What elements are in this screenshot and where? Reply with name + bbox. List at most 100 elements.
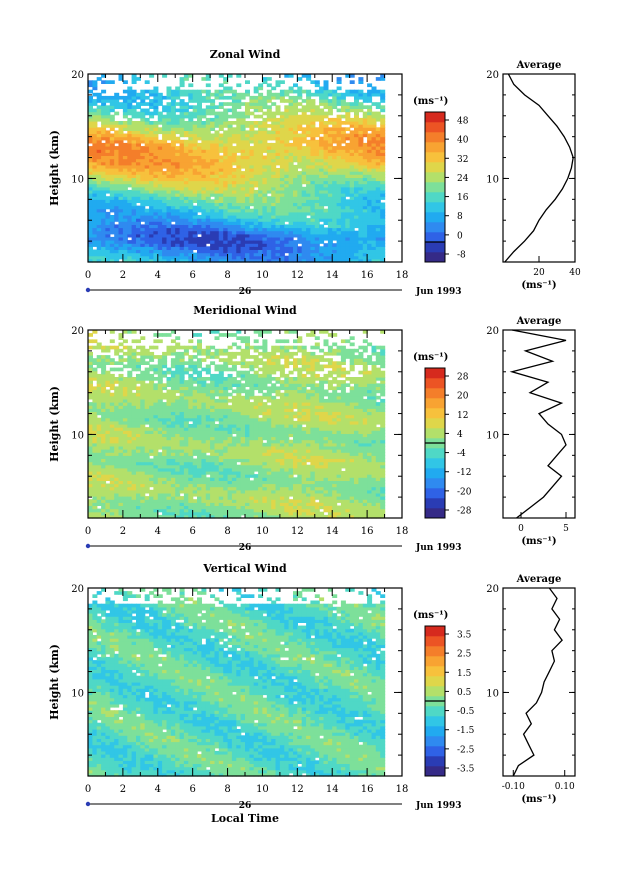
heatmap-cell: [179, 124, 185, 128]
heatmap-cell: [153, 492, 159, 497]
heatmap-cell: [249, 199, 255, 203]
heatmap-cell: [153, 355, 159, 359]
heatmap-cell: [227, 174, 233, 178]
heatmap-cell: [183, 348, 189, 353]
heatmap-cell: [157, 208, 163, 213]
heatmap-cell: [192, 152, 198, 156]
heatmap-cell: [380, 158, 386, 163]
heatmap-cell: [188, 402, 194, 406]
heatmap-cell: [284, 183, 290, 188]
heatmap-cell: [136, 174, 141, 178]
heatmap-cell: [88, 211, 93, 216]
heatmap-cell: [179, 514, 185, 519]
heatmap-cell: [122, 95, 128, 100]
heatmap-cell: [153, 474, 159, 478]
heatmap-cell: [183, 505, 189, 510]
heatmap-cell: [227, 168, 233, 172]
heatmap-cell: [314, 243, 320, 247]
heatmap-cell: [240, 215, 246, 219]
heatmap-cell: [358, 146, 364, 150]
heatmap-cell: [301, 136, 307, 141]
heatmap-cell: [371, 243, 377, 247]
colorbar-label: 24: [457, 174, 469, 184]
heatmap-cell: [88, 255, 93, 260]
heatmap-cell: [288, 246, 294, 250]
heatmap-cell: [183, 433, 189, 438]
heatmap-cell: [175, 243, 181, 247]
heatmap-cell: [114, 408, 120, 412]
heatmap-cell: [109, 117, 115, 122]
heatmap-cell: [188, 508, 194, 513]
heatmap-cell: [362, 95, 368, 100]
heatmap-cell: [183, 477, 189, 481]
heatmap-cell: [214, 130, 220, 135]
heatmap-cell: [92, 152, 98, 156]
heatmap-cell: [88, 511, 93, 516]
heatmap-cell: [179, 433, 185, 438]
heatmap-cell: [332, 224, 338, 229]
heatmap-cell: [310, 111, 316, 116]
heatmap-cell: [314, 215, 320, 219]
heatmap-cell: [214, 161, 220, 166]
date-axis-day: 26: [239, 287, 252, 297]
heatmap-cell: [122, 345, 128, 350]
heatmap-cell: [192, 208, 198, 213]
heatmap-cell: [192, 377, 198, 381]
heatmap-cell: [340, 205, 346, 210]
heatmap-cell: [157, 430, 163, 434]
heatmap-cell: [354, 177, 359, 182]
heatmap-cell: [109, 174, 115, 178]
heatmap-cell: [367, 139, 373, 144]
heatmap-cell: [297, 236, 303, 241]
heatmap-cell: [236, 202, 242, 207]
heatmap-cell: [175, 174, 181, 178]
heatmap-cell: [96, 177, 102, 182]
heatmap-cell: [210, 202, 216, 207]
heatmap-cell: [266, 133, 272, 138]
heatmap-cell: [314, 111, 320, 116]
heatmap-cell: [253, 202, 259, 207]
heatmap-cell: [218, 102, 224, 106]
heatmap-cell: [96, 243, 102, 247]
heatmap-cell: [105, 215, 111, 219]
heatmap-cell: [101, 114, 107, 119]
heatmap-cell: [218, 146, 224, 150]
heatmap-cell: [293, 218, 298, 222]
heatmap-cell: [323, 86, 329, 91]
heatmap-cell: [88, 505, 93, 510]
heatmap-cell: [114, 102, 120, 106]
heatmap-cell: [127, 102, 133, 106]
heatmap-cell: [362, 258, 368, 263]
heatmap-cell: [109, 205, 115, 210]
heatmap-cell: [192, 436, 198, 441]
heatmap-cell: [279, 189, 285, 194]
heatmap-cell: [262, 218, 268, 222]
heatmap-cell: [92, 420, 98, 425]
heatmap-cell: [149, 367, 155, 372]
heatmap-cell: [122, 155, 128, 160]
heatmap-cell: [157, 199, 163, 203]
heatmap-cell: [293, 211, 298, 216]
heatmap-cell: [218, 193, 224, 197]
heatmap-cell: [114, 430, 120, 434]
heatmap-cell: [293, 99, 298, 103]
heatmap-cell: [153, 180, 159, 185]
heatmap-cell: [183, 351, 189, 356]
heatmap-cell: [118, 105, 124, 109]
heatmap-cell: [253, 158, 259, 163]
heatmap-cell: [197, 155, 202, 160]
heatmap-cell: [218, 139, 224, 144]
heatmap-cell: [214, 142, 220, 147]
heatmap-cell: [236, 127, 242, 131]
heatmap-cell: [284, 258, 290, 263]
heatmap-cell: [122, 511, 128, 516]
heatmap-cell: [140, 433, 146, 438]
heatmap-cell: [306, 117, 312, 122]
heatmap-cell: [205, 139, 211, 144]
heatmap-cell: [258, 196, 264, 200]
heatmap-cell: [109, 514, 115, 519]
heatmap-cell: [149, 480, 155, 485]
heatmap-cell: [227, 114, 233, 119]
heatmap-cell: [140, 133, 146, 138]
heatmap-cell: [188, 196, 194, 200]
